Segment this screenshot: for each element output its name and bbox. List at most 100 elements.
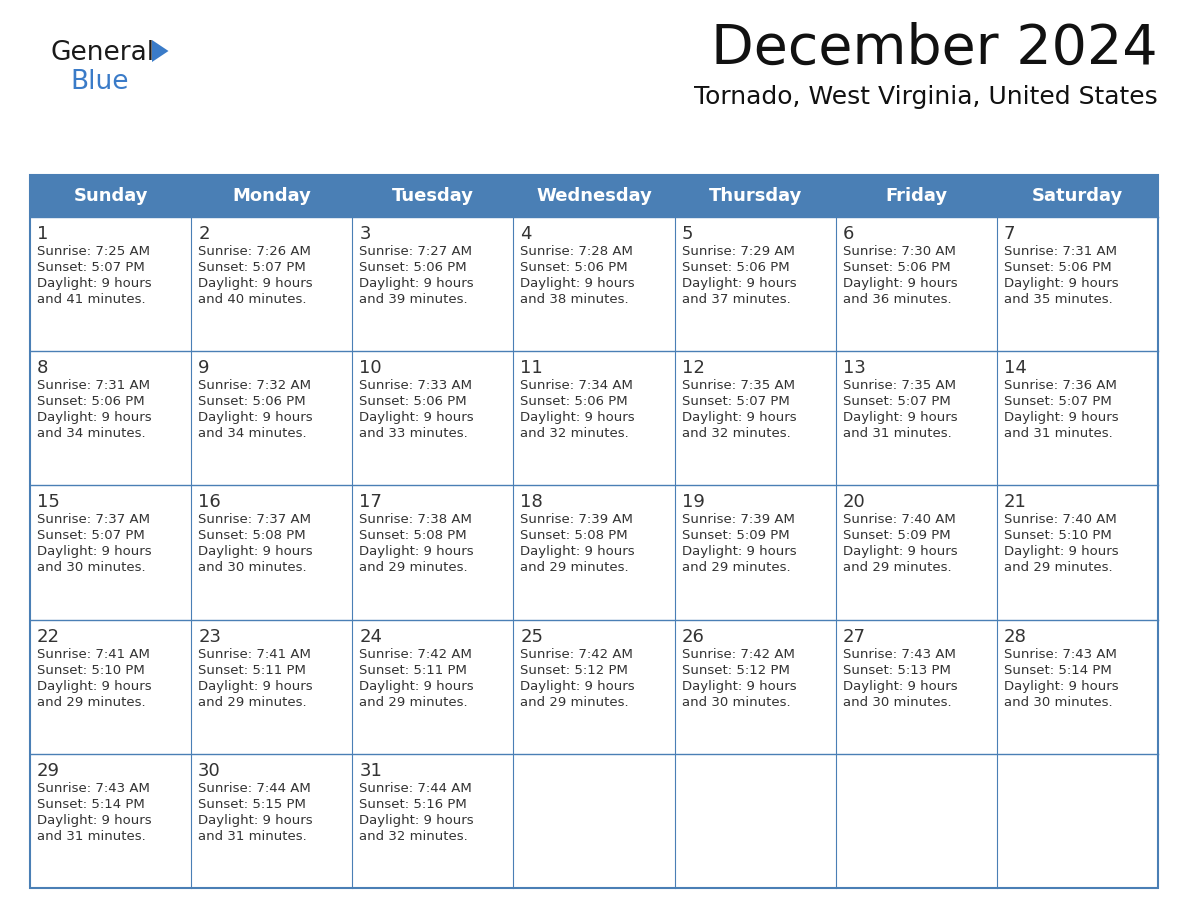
Text: Daylight: 9 hours: Daylight: 9 hours [842, 277, 958, 290]
Text: Daylight: 9 hours: Daylight: 9 hours [842, 545, 958, 558]
Text: Sunset: 5:06 PM: Sunset: 5:06 PM [682, 261, 789, 274]
Text: Daylight: 9 hours: Daylight: 9 hours [359, 277, 474, 290]
Text: Sunrise: 7:33 AM: Sunrise: 7:33 AM [359, 379, 473, 392]
Text: Sunrise: 7:34 AM: Sunrise: 7:34 AM [520, 379, 633, 392]
Text: and 29 minutes.: and 29 minutes. [359, 696, 468, 709]
Text: and 30 minutes.: and 30 minutes. [1004, 696, 1112, 709]
Text: Daylight: 9 hours: Daylight: 9 hours [1004, 679, 1118, 692]
Text: Sunset: 5:06 PM: Sunset: 5:06 PM [198, 396, 305, 409]
Text: 31: 31 [359, 762, 383, 779]
Text: and 39 minutes.: and 39 minutes. [359, 293, 468, 306]
Text: Sunrise: 7:32 AM: Sunrise: 7:32 AM [198, 379, 311, 392]
Bar [30, 175, 1158, 888]
Text: Sunrise: 7:35 AM: Sunrise: 7:35 AM [682, 379, 795, 392]
Text: Daylight: 9 hours: Daylight: 9 hours [359, 411, 474, 424]
Text: Saturday: Saturday [1032, 187, 1123, 205]
Text: 11: 11 [520, 359, 543, 377]
Text: and 29 minutes.: and 29 minutes. [198, 696, 307, 709]
Text: Sunrise: 7:41 AM: Sunrise: 7:41 AM [198, 647, 311, 661]
Text: Daylight: 9 hours: Daylight: 9 hours [520, 411, 636, 424]
Text: Sunrise: 7:35 AM: Sunrise: 7:35 AM [842, 379, 955, 392]
Text: Daylight: 9 hours: Daylight: 9 hours [682, 277, 796, 290]
Text: Sunrise: 7:27 AM: Sunrise: 7:27 AM [359, 245, 473, 258]
Text: 20: 20 [842, 493, 866, 511]
Text: Wednesday: Wednesday [536, 187, 652, 205]
Text: Daylight: 9 hours: Daylight: 9 hours [682, 679, 796, 692]
Text: Daylight: 9 hours: Daylight: 9 hours [359, 813, 474, 827]
Text: Sunset: 5:11 PM: Sunset: 5:11 PM [359, 664, 467, 677]
Text: Sunset: 5:06 PM: Sunset: 5:06 PM [359, 261, 467, 274]
Text: Thursday: Thursday [708, 187, 802, 205]
Text: Sunrise: 7:40 AM: Sunrise: 7:40 AM [842, 513, 955, 526]
Text: Daylight: 9 hours: Daylight: 9 hours [37, 813, 152, 827]
Text: and 31 minutes.: and 31 minutes. [842, 427, 952, 441]
Bar [30, 217, 1158, 352]
Text: Sunrise: 7:42 AM: Sunrise: 7:42 AM [359, 647, 472, 661]
Text: Daylight: 9 hours: Daylight: 9 hours [842, 411, 958, 424]
Text: 6: 6 [842, 225, 854, 243]
Text: Daylight: 9 hours: Daylight: 9 hours [359, 679, 474, 692]
Text: and 31 minutes.: and 31 minutes. [1004, 427, 1113, 441]
Text: Sunrise: 7:44 AM: Sunrise: 7:44 AM [198, 782, 311, 795]
Text: Friday: Friday [885, 187, 947, 205]
Text: Sunset: 5:09 PM: Sunset: 5:09 PM [842, 530, 950, 543]
Text: Sunset: 5:07 PM: Sunset: 5:07 PM [37, 261, 145, 274]
Text: Daylight: 9 hours: Daylight: 9 hours [37, 545, 152, 558]
Text: Sunrise: 7:29 AM: Sunrise: 7:29 AM [682, 245, 795, 258]
Text: Sunset: 5:06 PM: Sunset: 5:06 PM [37, 396, 145, 409]
Polygon shape [152, 40, 169, 62]
Text: and 29 minutes.: and 29 minutes. [842, 562, 952, 575]
Text: Sunset: 5:06 PM: Sunset: 5:06 PM [842, 261, 950, 274]
Text: Daylight: 9 hours: Daylight: 9 hours [198, 813, 312, 827]
Text: Daylight: 9 hours: Daylight: 9 hours [520, 277, 636, 290]
Bar [30, 620, 1158, 754]
Text: Sunrise: 7:30 AM: Sunrise: 7:30 AM [842, 245, 955, 258]
Text: Tornado, West Virginia, United States: Tornado, West Virginia, United States [694, 85, 1158, 109]
Text: Sunset: 5:10 PM: Sunset: 5:10 PM [37, 664, 145, 677]
Text: and 34 minutes.: and 34 minutes. [37, 427, 146, 441]
Text: Sunset: 5:07 PM: Sunset: 5:07 PM [37, 530, 145, 543]
Text: Daylight: 9 hours: Daylight: 9 hours [359, 545, 474, 558]
Text: Sunset: 5:08 PM: Sunset: 5:08 PM [198, 530, 305, 543]
Text: 12: 12 [682, 359, 704, 377]
Text: Daylight: 9 hours: Daylight: 9 hours [520, 545, 636, 558]
Text: Sunrise: 7:31 AM: Sunrise: 7:31 AM [1004, 245, 1117, 258]
Text: Daylight: 9 hours: Daylight: 9 hours [1004, 277, 1118, 290]
Text: 26: 26 [682, 628, 704, 645]
Text: 19: 19 [682, 493, 704, 511]
Text: Daylight: 9 hours: Daylight: 9 hours [37, 679, 152, 692]
Text: and 29 minutes.: and 29 minutes. [359, 562, 468, 575]
Text: Sunrise: 7:38 AM: Sunrise: 7:38 AM [359, 513, 472, 526]
Text: and 33 minutes.: and 33 minutes. [359, 427, 468, 441]
Text: Monday: Monday [233, 187, 311, 205]
Text: Daylight: 9 hours: Daylight: 9 hours [37, 277, 152, 290]
Text: Sunset: 5:12 PM: Sunset: 5:12 PM [682, 664, 790, 677]
Text: 13: 13 [842, 359, 866, 377]
Text: 16: 16 [198, 493, 221, 511]
Text: Sunset: 5:10 PM: Sunset: 5:10 PM [1004, 530, 1112, 543]
Text: Sunrise: 7:31 AM: Sunrise: 7:31 AM [37, 379, 150, 392]
Text: Sunrise: 7:37 AM: Sunrise: 7:37 AM [198, 513, 311, 526]
Text: 7: 7 [1004, 225, 1016, 243]
Text: Sunrise: 7:43 AM: Sunrise: 7:43 AM [1004, 647, 1117, 661]
Text: 8: 8 [37, 359, 49, 377]
Text: and 30 minutes.: and 30 minutes. [842, 696, 952, 709]
Text: Sunrise: 7:42 AM: Sunrise: 7:42 AM [520, 647, 633, 661]
Text: Sunset: 5:16 PM: Sunset: 5:16 PM [359, 798, 467, 811]
Text: and 30 minutes.: and 30 minutes. [37, 562, 146, 575]
Text: Sunrise: 7:28 AM: Sunrise: 7:28 AM [520, 245, 633, 258]
Text: Daylight: 9 hours: Daylight: 9 hours [1004, 545, 1118, 558]
Text: and 29 minutes.: and 29 minutes. [37, 696, 146, 709]
Text: and 40 minutes.: and 40 minutes. [198, 293, 307, 306]
Text: 29: 29 [37, 762, 61, 779]
Text: Daylight: 9 hours: Daylight: 9 hours [682, 411, 796, 424]
Text: Sunset: 5:06 PM: Sunset: 5:06 PM [1004, 261, 1112, 274]
Text: and 41 minutes.: and 41 minutes. [37, 293, 146, 306]
Text: 14: 14 [1004, 359, 1026, 377]
Text: 23: 23 [198, 628, 221, 645]
Text: 22: 22 [37, 628, 61, 645]
Text: 15: 15 [37, 493, 59, 511]
Text: Sunday: Sunday [74, 187, 147, 205]
Text: 18: 18 [520, 493, 543, 511]
Text: and 36 minutes.: and 36 minutes. [842, 293, 952, 306]
